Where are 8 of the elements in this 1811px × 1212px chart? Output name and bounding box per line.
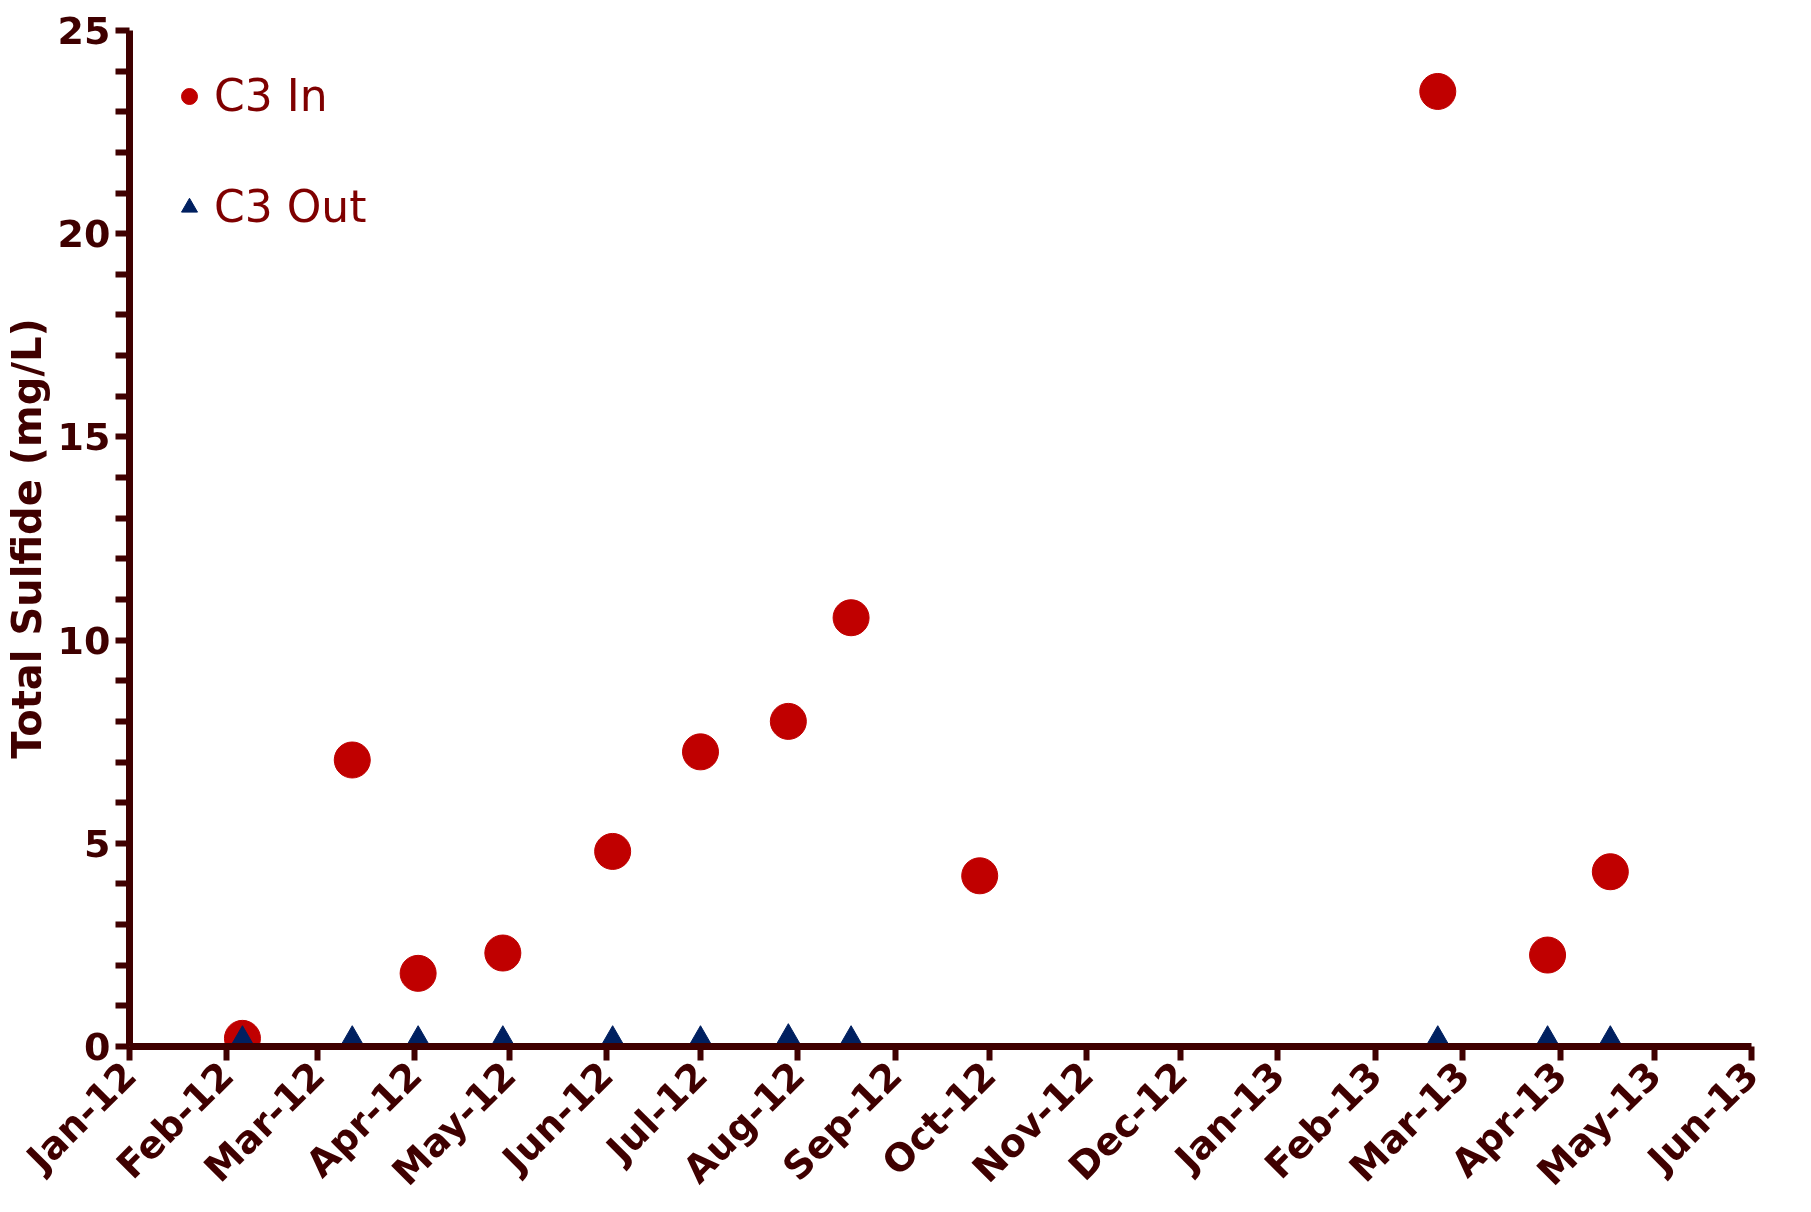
- y-tick-label: 15: [57, 415, 111, 460]
- y-tick-label: 5: [84, 821, 111, 866]
- y-tick-label: 20: [57, 212, 111, 257]
- y-tick-label: 25: [57, 9, 111, 53]
- y-axis-title: Total Sulfide (mg/L): [3, 318, 50, 759]
- y-tick-label: 10: [57, 618, 111, 663]
- legend-label: C3 Out: [214, 181, 367, 232]
- legend-label: C3 In: [214, 70, 328, 121]
